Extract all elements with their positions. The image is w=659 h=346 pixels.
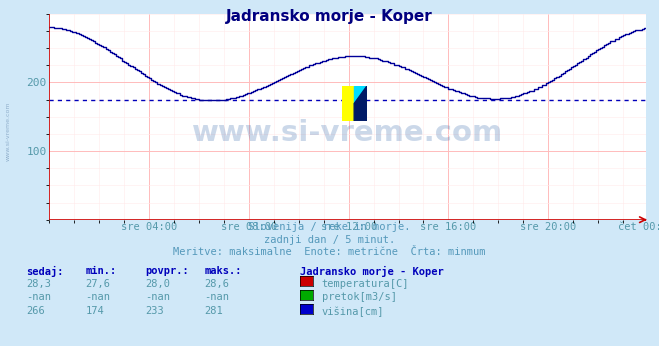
Text: www.si-vreme.com: www.si-vreme.com — [5, 102, 11, 161]
Text: 281: 281 — [204, 306, 223, 316]
Text: maks.:: maks.: — [204, 266, 242, 276]
Text: 28,0: 28,0 — [145, 279, 170, 289]
Polygon shape — [354, 86, 366, 103]
Polygon shape — [354, 86, 366, 121]
Text: 174: 174 — [86, 306, 104, 316]
Text: -nan: -nan — [86, 292, 111, 302]
Text: Slovenija / reke in morje.: Slovenija / reke in morje. — [248, 222, 411, 232]
Text: temperatura[C]: temperatura[C] — [322, 279, 409, 289]
Text: -nan: -nan — [145, 292, 170, 302]
Text: višina[cm]: višina[cm] — [322, 306, 384, 317]
Text: sedaj:: sedaj: — [26, 266, 64, 277]
Text: 28,3: 28,3 — [26, 279, 51, 289]
Text: 233: 233 — [145, 306, 163, 316]
Text: Jadransko morje - Koper: Jadransko morje - Koper — [300, 266, 444, 277]
Text: min.:: min.: — [86, 266, 117, 276]
Text: zadnji dan / 5 minut.: zadnji dan / 5 minut. — [264, 235, 395, 245]
Bar — [341, 86, 354, 121]
Text: povpr.:: povpr.: — [145, 266, 188, 276]
Text: 27,6: 27,6 — [86, 279, 111, 289]
Text: 28,6: 28,6 — [204, 279, 229, 289]
Text: Jadransko morje - Koper: Jadransko morje - Koper — [226, 9, 433, 24]
Text: Meritve: maksimalne  Enote: metrične  Črta: minmum: Meritve: maksimalne Enote: metrične Črta… — [173, 247, 486, 257]
Text: -nan: -nan — [204, 292, 229, 302]
Text: www.si-vreme.com: www.si-vreme.com — [192, 119, 503, 147]
Text: pretok[m3/s]: pretok[m3/s] — [322, 292, 397, 302]
Text: -nan: -nan — [26, 292, 51, 302]
Text: 266: 266 — [26, 306, 45, 316]
